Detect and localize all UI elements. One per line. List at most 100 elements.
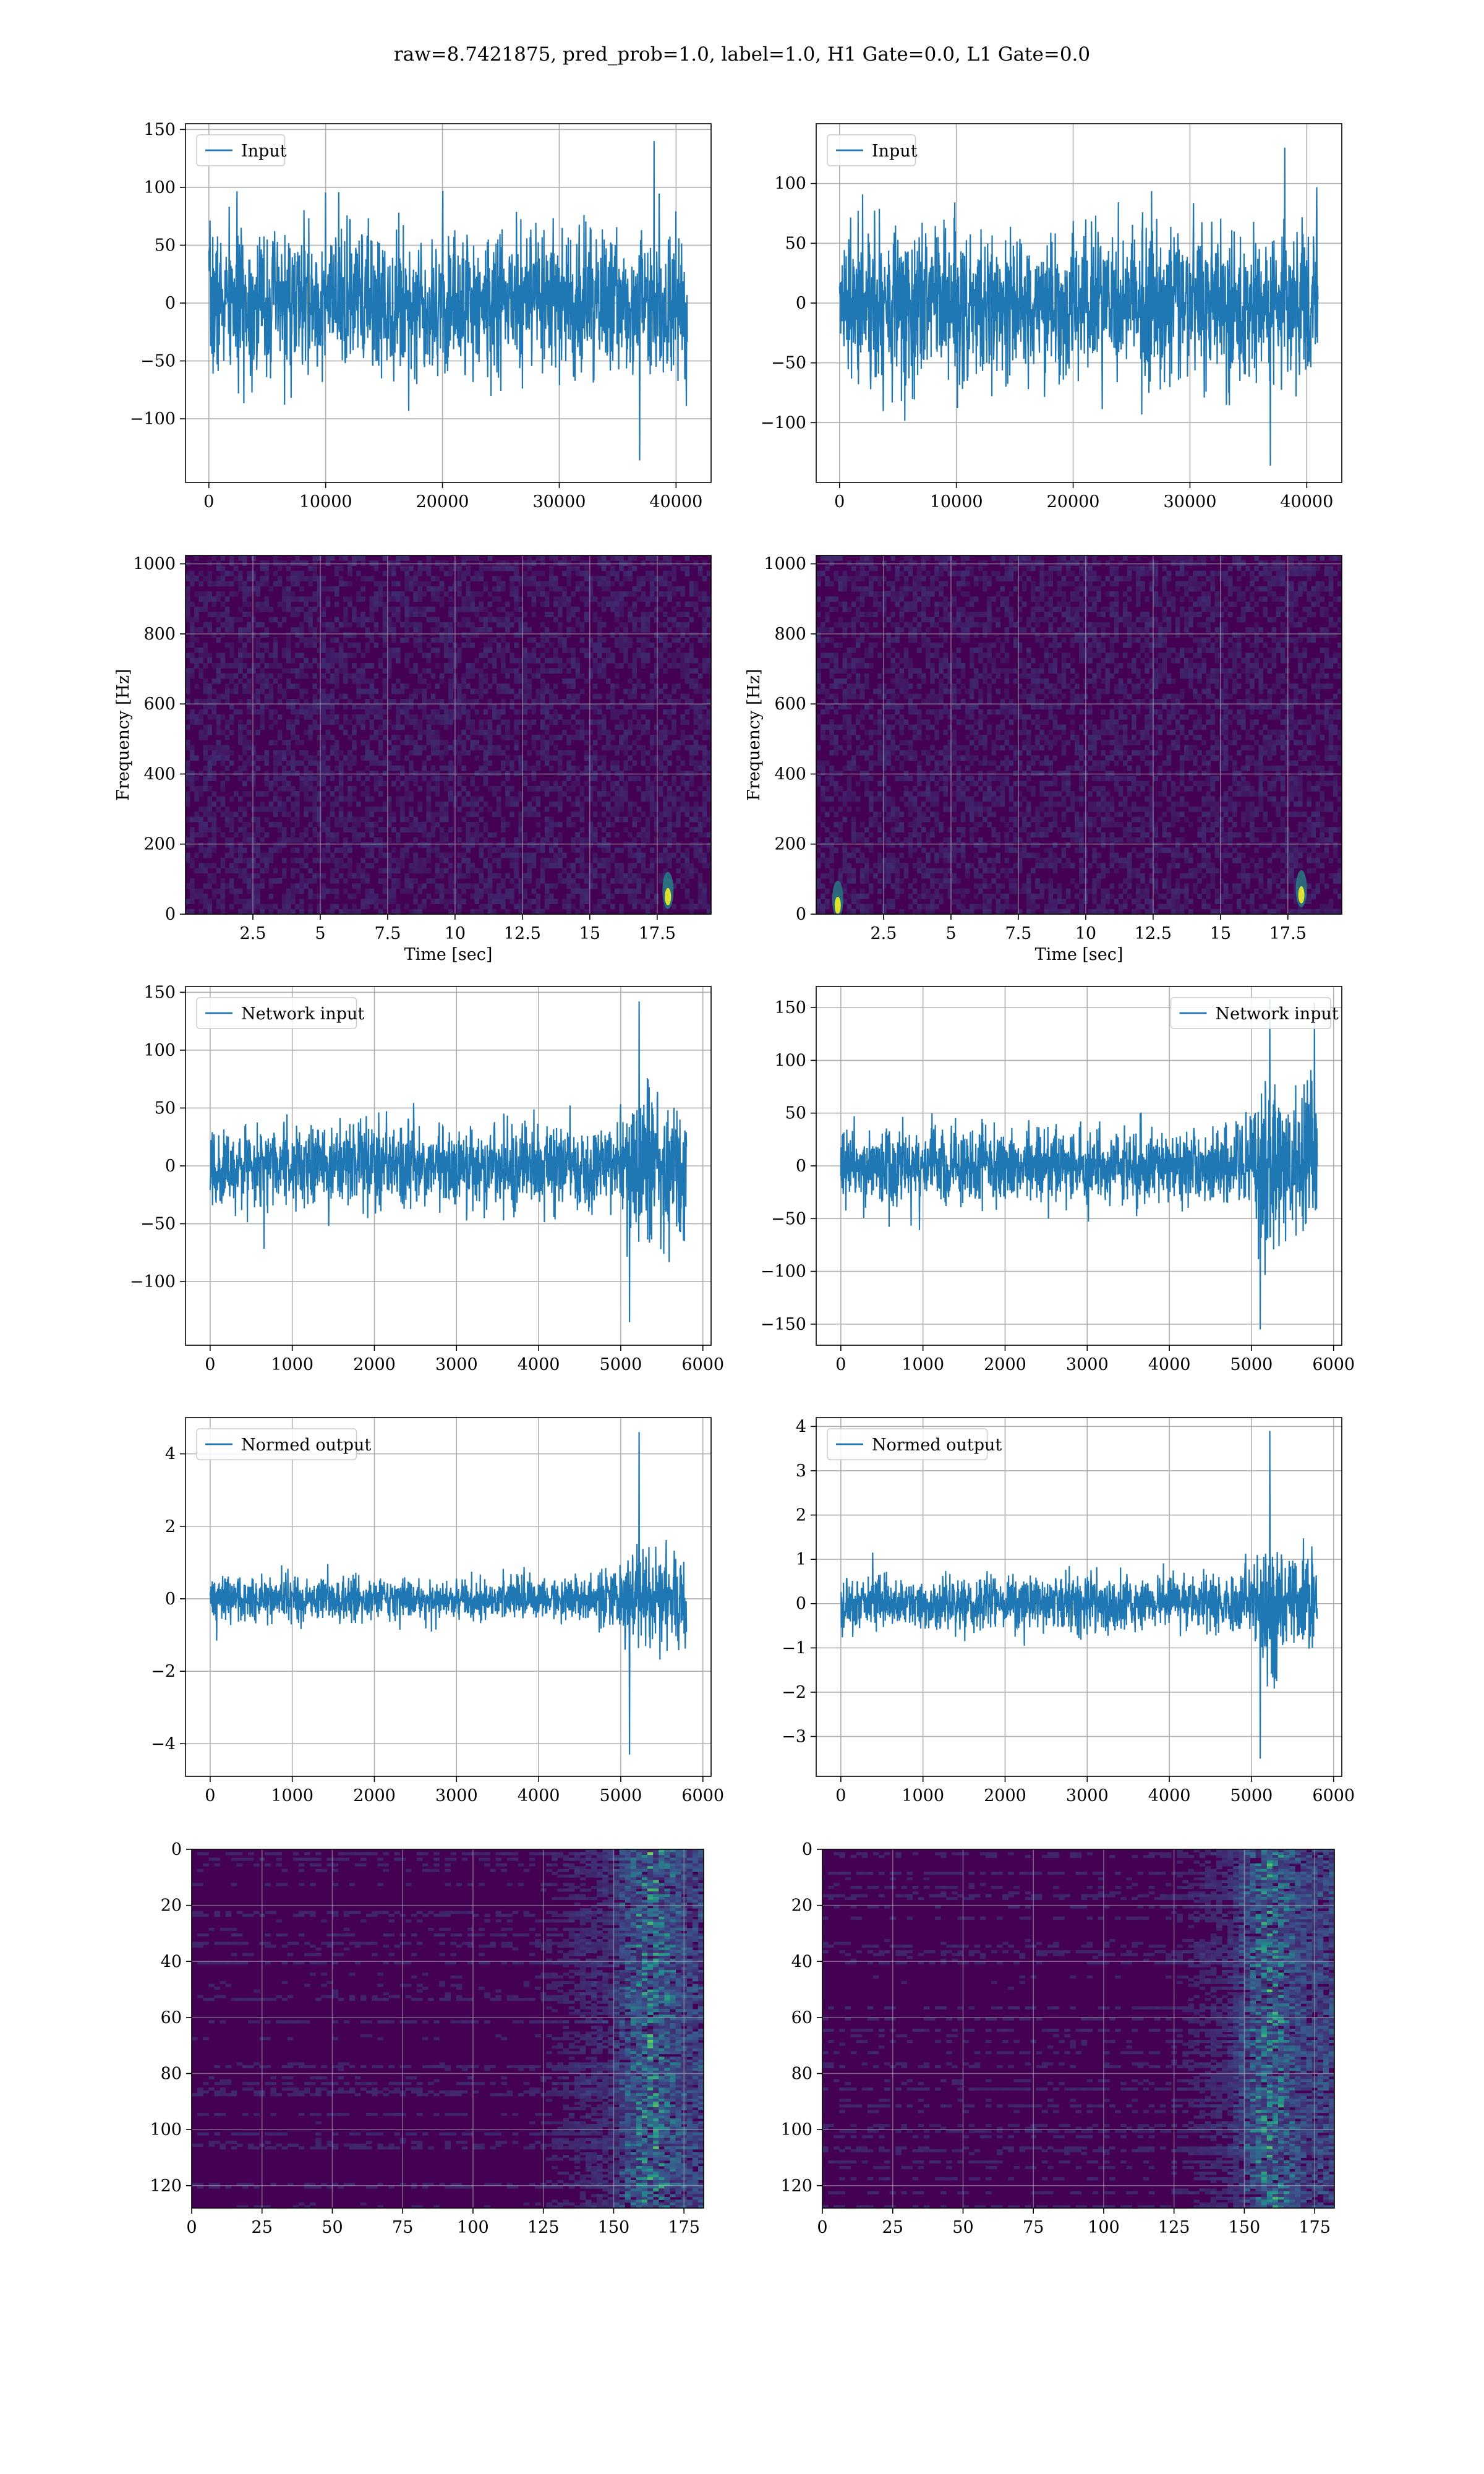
h1-feature-map-xtick-label: 0 bbox=[186, 2218, 197, 2237]
l1-feature-map-ytick-label: 120 bbox=[780, 2177, 812, 2196]
l1-feature-map-grid bbox=[822, 1849, 1334, 2208]
l1-input-xtick-label: 40000 bbox=[1280, 492, 1333, 511]
h1-feature-map-xtick-label: 75 bbox=[392, 2218, 413, 2237]
h1-spectrogram-xtick-label: 2.5 bbox=[239, 924, 266, 943]
h1-spectrogram-ylabel: Frequency [Hz] bbox=[114, 669, 133, 800]
h1-feature-map-ytick-label: 120 bbox=[150, 2177, 182, 2196]
h1-network-input-xtick-label: 2000 bbox=[353, 1355, 396, 1374]
l1-normed-output-ytick-label: 3 bbox=[796, 1462, 806, 1481]
l1-feature-map-xtick-label: 175 bbox=[1298, 2218, 1331, 2237]
l1-input-xtick-label: 10000 bbox=[930, 492, 983, 511]
h1-feature-map-ytick-label: 40 bbox=[161, 1952, 182, 1971]
l1-normed-output-legend: Normed output bbox=[827, 1428, 1002, 1460]
l1-network-input-xtick-label: 0 bbox=[835, 1355, 846, 1374]
h1-feature-map-ytick-label: 100 bbox=[150, 2120, 182, 2139]
l1-feature-map-xtick-label: 25 bbox=[882, 2218, 903, 2237]
h1-input-ytick-label: −50 bbox=[140, 352, 176, 371]
h1-network-input-ytick-label: −100 bbox=[130, 1272, 176, 1291]
h1-input-xtick-label: 0 bbox=[203, 492, 214, 511]
l1-feature-map-xtick-label: 150 bbox=[1229, 2218, 1261, 2237]
l1-input-legend-label: Input bbox=[872, 142, 918, 161]
l1-feature-map-xtick-label: 75 bbox=[1023, 2218, 1044, 2237]
h1-normed-output-xtick-label: 6000 bbox=[681, 1786, 724, 1805]
h1-spectrogram-xtick-label: 7.5 bbox=[374, 924, 401, 943]
l1-network-input-xtick-label: 5000 bbox=[1230, 1355, 1273, 1374]
h1-normed-output-panel: Normed output 0 1000 2000 3000 4000 5000 6000 −4… bbox=[151, 1417, 724, 1805]
h1-feature-map-xtick-label: 25 bbox=[252, 2218, 273, 2237]
h1-network-input-ytick-label: 150 bbox=[143, 983, 176, 1002]
h1-input-series-line bbox=[208, 141, 688, 461]
l1-spectrogram-hotspot bbox=[834, 896, 841, 914]
h1-spectrogram-xtick-label: 15 bbox=[579, 924, 600, 943]
l1-normed-output-ytick-label: 2 bbox=[796, 1506, 806, 1525]
l1-network-input-ytick-label: −100 bbox=[761, 1262, 806, 1282]
h1-feature-map-xtick-label: 175 bbox=[668, 2218, 700, 2237]
l1-input-xtick-label: 0 bbox=[834, 492, 845, 511]
l1-network-input-ytick-label: 50 bbox=[785, 1104, 806, 1123]
h1-input-legend: Input bbox=[196, 134, 287, 166]
h1-spectrogram-xtick-label: 12.5 bbox=[504, 924, 541, 943]
h1-spectrogram-ytick-label: 600 bbox=[143, 695, 176, 714]
l1-spectrogram-xtick-label: 5 bbox=[945, 924, 956, 943]
h1-input-ytick-label: 50 bbox=[155, 236, 176, 255]
h1-spectrogram-panel: 2.5 5 7.5 10 12.5 15 17.5 0 200 400 600 800 1000 Time… bbox=[114, 555, 712, 964]
h1-spectrogram-ytick-label: 1000 bbox=[133, 555, 176, 574]
l1-network-input-ytick-label: −150 bbox=[761, 1315, 806, 1334]
l1-spectrogram-xtick-label: 17.5 bbox=[1269, 924, 1307, 943]
l1-normed-output-ytick-label: 4 bbox=[796, 1417, 806, 1436]
l1-network-input-ytick-label: 100 bbox=[774, 1051, 806, 1070]
l1-spectrogram-xtick-label: 12.5 bbox=[1135, 924, 1172, 943]
h1-spectrogram-axes-frame bbox=[185, 555, 712, 915]
l1-feature-map-cells bbox=[822, 1849, 1334, 2208]
l1-spectrogram-xlabel: Time [sec] bbox=[1035, 945, 1124, 964]
h1-spectrogram-ytick-label: 200 bbox=[143, 835, 176, 854]
h1-normed-output-axes-frame bbox=[185, 1417, 712, 1777]
h1-normed-output-ytick-label: 4 bbox=[165, 1445, 176, 1464]
h1-input-ytick-label: −100 bbox=[130, 409, 176, 429]
h1-network-input-ytick-label: 50 bbox=[155, 1098, 176, 1118]
l1-feature-map-ytick-label: 0 bbox=[802, 1840, 812, 1859]
h1-normed-output-legend: Normed output bbox=[196, 1428, 371, 1460]
l1-spectrogram-axes-frame bbox=[816, 555, 1342, 915]
h1-spectrogram-xtick-label: 5 bbox=[315, 924, 325, 943]
l1-input-ytick-label: 50 bbox=[785, 234, 806, 253]
l1-feature-map-ytick-label: 100 bbox=[780, 2120, 812, 2139]
h1-spectrogram-hotspot bbox=[665, 888, 672, 905]
h1-input-ytick-label: 100 bbox=[143, 178, 176, 197]
l1-spectrogram-xtick-label: 2.5 bbox=[870, 924, 897, 943]
h1-input-xtick-label: 10000 bbox=[299, 492, 352, 511]
h1-normed-output-ytick-label: 2 bbox=[165, 1517, 176, 1536]
h1-input-ytick-label: 150 bbox=[143, 120, 176, 139]
l1-feature-map-panel: 0 25 50 75 100 125 150 175 0 20 40 60 80 100 120 bbox=[780, 1840, 1335, 2237]
l1-input-series-line bbox=[838, 147, 1319, 466]
h1-spectrogram-ytick-label: 400 bbox=[143, 764, 176, 784]
l1-feature-map-xtick-label: 125 bbox=[1158, 2218, 1190, 2237]
h1-network-input-series-line bbox=[209, 1001, 688, 1322]
l1-input-xtick-label: 20000 bbox=[1047, 492, 1100, 511]
h1-spectrogram-cells bbox=[186, 555, 711, 914]
l1-spectrogram-ytick-label: 400 bbox=[774, 764, 806, 784]
l1-input-ytick-label: −100 bbox=[761, 413, 806, 432]
h1-network-input-xtick-label: 4000 bbox=[518, 1355, 560, 1374]
l1-network-input-xtick-label: 1000 bbox=[902, 1355, 944, 1374]
l1-network-input-ytick-label: 150 bbox=[774, 998, 806, 1017]
l1-normed-output-axes-frame bbox=[816, 1417, 1342, 1777]
l1-input-ytick-label: 0 bbox=[796, 294, 806, 313]
l1-normed-output-xtick-label: 2000 bbox=[984, 1786, 1026, 1805]
l1-feature-map-xtick-label: 100 bbox=[1088, 2218, 1120, 2237]
h1-normed-output-xtick-label: 0 bbox=[205, 1786, 215, 1805]
l1-feature-map-ytick-label: 20 bbox=[791, 1896, 812, 1915]
l1-normed-output-xtick-label: 0 bbox=[835, 1786, 846, 1805]
l1-normed-output-ytick-label: 0 bbox=[796, 1594, 806, 1614]
l1-spectrogram-ytick-label: 200 bbox=[774, 835, 806, 854]
l1-network-input-ytick-label: −50 bbox=[771, 1209, 806, 1228]
h1-normed-output-series-line bbox=[209, 1432, 688, 1755]
l1-normed-output-ytick-label: −3 bbox=[782, 1727, 806, 1747]
h1-network-input-xtick-label: 1000 bbox=[271, 1355, 313, 1374]
h1-network-input-xtick-label: 3000 bbox=[435, 1355, 478, 1374]
h1-network-input-ytick-label: 0 bbox=[165, 1157, 176, 1176]
h1-feature-map-ytick-label: 0 bbox=[171, 1840, 182, 1859]
h1-normed-output-xtick-label: 2000 bbox=[353, 1786, 396, 1805]
